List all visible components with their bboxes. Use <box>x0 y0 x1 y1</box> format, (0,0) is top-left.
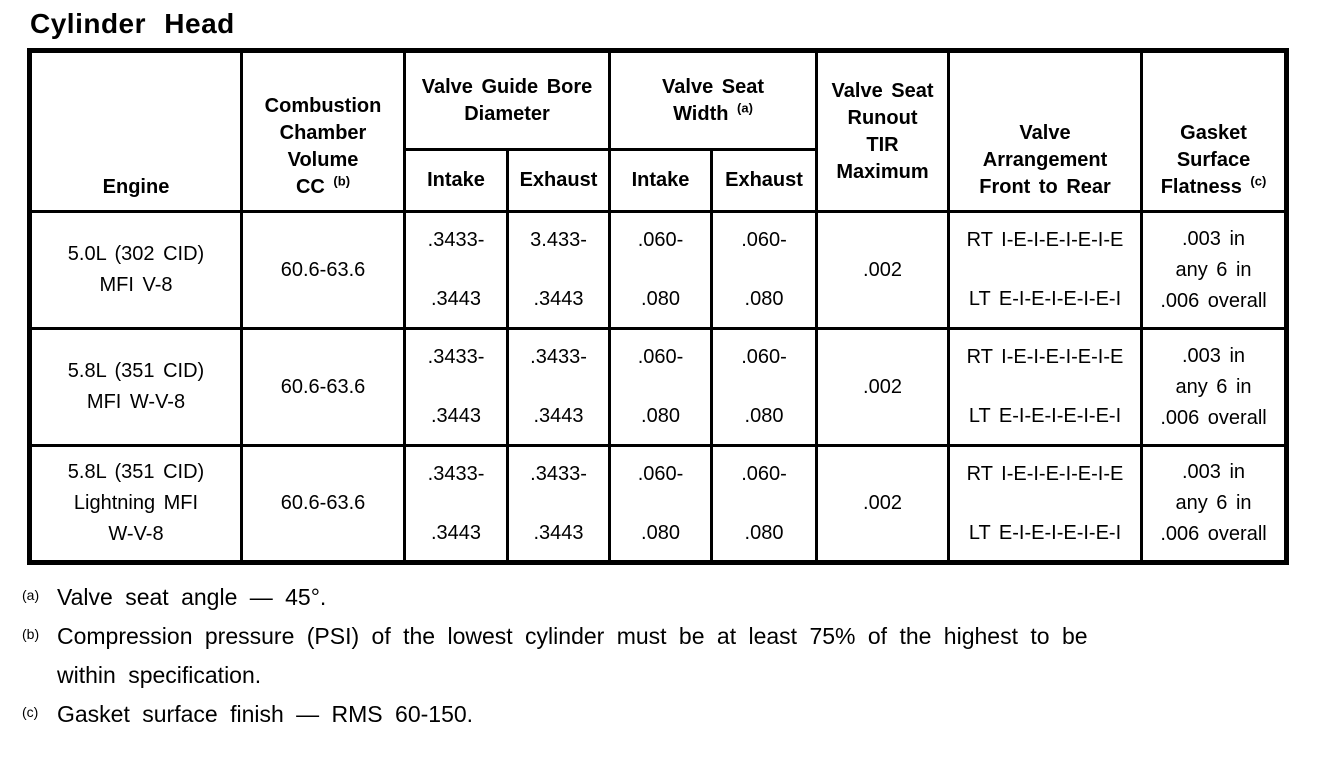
gasket-flatness-cell: .003 in any 6 in .006 overall <box>1140 210 1289 330</box>
valve-arrangement-cell: RT I-E-I-E-I-E-I-E LT E-I-E-I-E-I-E-I <box>947 444 1144 564</box>
engine-cell: 5.8L (351 CID) Lightning MFI W-V-8 <box>28 444 243 564</box>
footnote-c-marker: (c) <box>22 704 39 720</box>
subheader-seat-exhaust: Exhaust <box>710 148 819 213</box>
header-engine-label: Engine <box>102 176 170 198</box>
combustion-volume-cell: 60.6-63.6 <box>240 444 406 564</box>
seat-intake-cell: .060- .080 <box>608 444 714 564</box>
subheader-seat-intake: Intake <box>608 148 714 213</box>
page-title: Cylinder Head <box>30 8 235 39</box>
engine-cell: 5.0L (302 CID) MFI V-8 <box>28 210 243 330</box>
spec-row-5.8L-351: 5.8L (351 CID) MFI W-V-8 60.6-63.6 .3433… <box>28 327 1289 447</box>
footnote-b-text-line2: within specification. <box>57 662 262 688</box>
guide-exhaust-cell: .3433- .3443 <box>505 444 612 564</box>
runout-cell: .002 <box>815 327 951 447</box>
footnote-a-marker: (a) <box>22 587 40 603</box>
seat-intake-cell: .060- .080 <box>608 327 714 447</box>
footnote-ref-c: (c) <box>1250 173 1267 189</box>
guide-exhaust-cell: .3433- .3443 <box>505 327 612 447</box>
footnote-b-text-line1: Compression pressure (PSI) of the lowest… <box>57 623 1088 649</box>
guide-intake-cell: .3433- .3443 <box>403 444 509 564</box>
seat-intake-cell: .060- .080 <box>608 210 714 330</box>
header-valve-seat-runout: Valve Seat Runout TIR Maximum <box>815 49 951 213</box>
spec-row-5.0L-302: 5.0L (302 CID) MFI V-8 60.6-63.6 .3433-.… <box>28 210 1289 330</box>
guide-intake-cell: .3433- .3443 <box>403 327 509 447</box>
runout-cell: .002 <box>815 210 951 330</box>
footnotes: (a) Valve seat angle — 45°. (b) Compress… <box>22 578 1317 734</box>
footnote-b-marker: (b) <box>22 626 40 642</box>
cylinder-head-spec-table: Engine Combustion Chamber Volume CC (b) … <box>27 48 1290 565</box>
header-valve-seat-width: Valve Seat Width (a) <box>608 49 819 151</box>
footnote-ref-a: (a) <box>737 99 753 115</box>
seat-exhaust-cell: .060- .080 <box>710 444 819 564</box>
seat-exhaust-cell: .060- .080 <box>710 210 819 330</box>
footnote-c-text: Gasket surface finish — RMS 60-150. <box>57 701 474 727</box>
gasket-flatness-cell: .003 in any 6 in .006 overall <box>1140 444 1289 564</box>
footnote-a-text: Valve seat angle — 45°. <box>57 584 327 610</box>
guide-intake-cell: .3433- .3443 <box>403 210 509 330</box>
footnote-b: (b) Compression pressure (PSI) of the lo… <box>22 617 1317 695</box>
subheader-guide-exhaust: Exhaust <box>505 148 612 213</box>
subheader-guide-intake: Intake <box>403 148 509 213</box>
header-valve-arrangement: Valve Arrangement Front to Rear <box>947 49 1144 213</box>
valve-arrangement-cell: RT I-E-I-E-I-E-I-E LT E-I-E-I-E-I-E-I <box>947 210 1144 330</box>
valve-arrangement-cell: RT I-E-I-E-I-E-I-E LT E-I-E-I-E-I-E-I <box>947 327 1144 447</box>
header-valve-guide-bore-diameter: Valve Guide Bore Diameter <box>402 49 612 151</box>
spec-row-5.8L-351-lightning: 5.8L (351 CID) Lightning MFI W-V-8 60.6-… <box>28 444 1289 564</box>
footnote-c: (c) Gasket surface finish — RMS 60-150. <box>22 695 1317 734</box>
footnote-a: (a) Valve seat angle — 45°. <box>22 578 1317 617</box>
footnote-ref-b: (b) <box>333 173 351 189</box>
header-gasket-surface-flatness: Gasket Surface Flatness (c) <box>1140 49 1289 213</box>
table-header: Engine Combustion Chamber Volume CC (b) … <box>28 49 1289 213</box>
combustion-volume-cell: 60.6-63.6 <box>240 210 406 330</box>
guide-exhaust-cell: 3.433- .3443 <box>505 210 612 330</box>
runout-cell: .002 <box>815 444 951 564</box>
header-engine: Engine <box>28 49 243 213</box>
engine-cell: 5.8L (351 CID) MFI W-V-8 <box>28 327 243 447</box>
combustion-volume-cell: 60.6-63.6 <box>240 327 406 447</box>
header-combustion-chamber-volume: Combustion Chamber Volume CC (b) <box>240 49 406 213</box>
gasket-flatness-cell: .003 in any 6 in .006 overall <box>1140 327 1289 447</box>
seat-exhaust-cell: .060- .080 <box>710 327 819 447</box>
